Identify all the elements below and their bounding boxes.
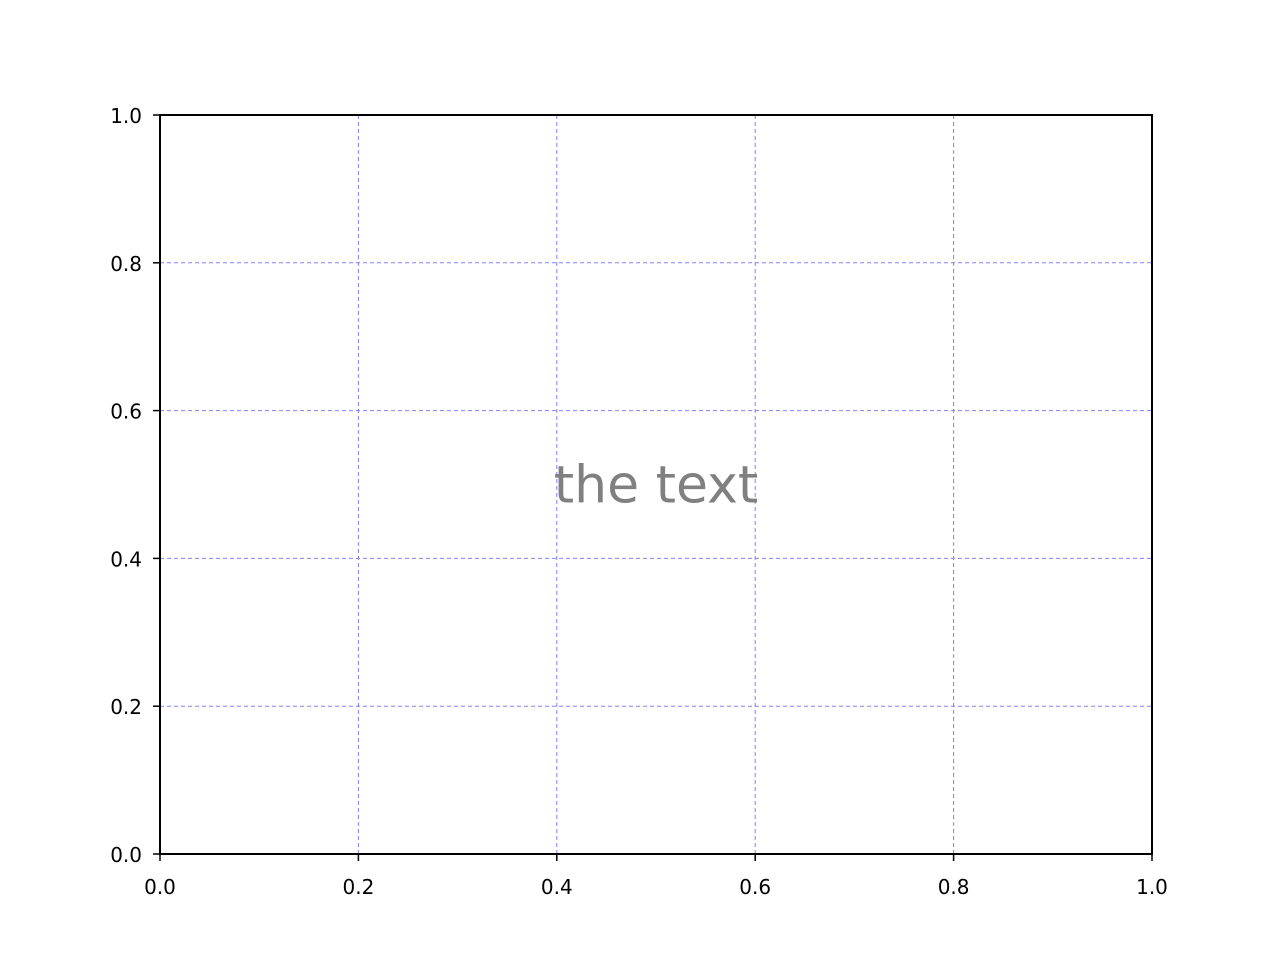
x-tick-label: 0.4: [541, 875, 573, 899]
annotation-text: the text: [554, 456, 759, 516]
y-tick-label: 0.8: [110, 252, 142, 276]
x-tick-label: 0.0: [144, 875, 176, 899]
y-tick-label: 1.0: [110, 104, 142, 128]
x-tick-label: 0.2: [342, 875, 374, 899]
y-tick-label: 0.4: [110, 547, 142, 571]
grid-lines: [160, 115, 1152, 854]
axes-frame: [159, 114, 1153, 855]
x-tick-label: 0.8: [938, 875, 970, 899]
annotations: the text: [554, 456, 759, 516]
axes-background: [160, 115, 1152, 854]
x-tick-label: 0.6: [739, 875, 771, 899]
y-axis-ticks: 0.0 0.2 0.4 0.6 0.8 1.0: [110, 104, 160, 867]
plot-area: 0.0 0.2 0.4 0.6 0.8 1.0 0.0 0.2 0.4 0.6 0.8 1.0 th…: [110, 104, 1168, 899]
y-tick-label: 0.2: [110, 695, 142, 719]
x-axis-ticks: 0.0 0.2 0.4 0.6 0.8 1.0: [144, 854, 1168, 899]
y-tick-label: 0.0: [110, 843, 142, 867]
x-tick-label: 1.0: [1136, 875, 1168, 899]
y-tick-label: 0.6: [110, 400, 142, 424]
